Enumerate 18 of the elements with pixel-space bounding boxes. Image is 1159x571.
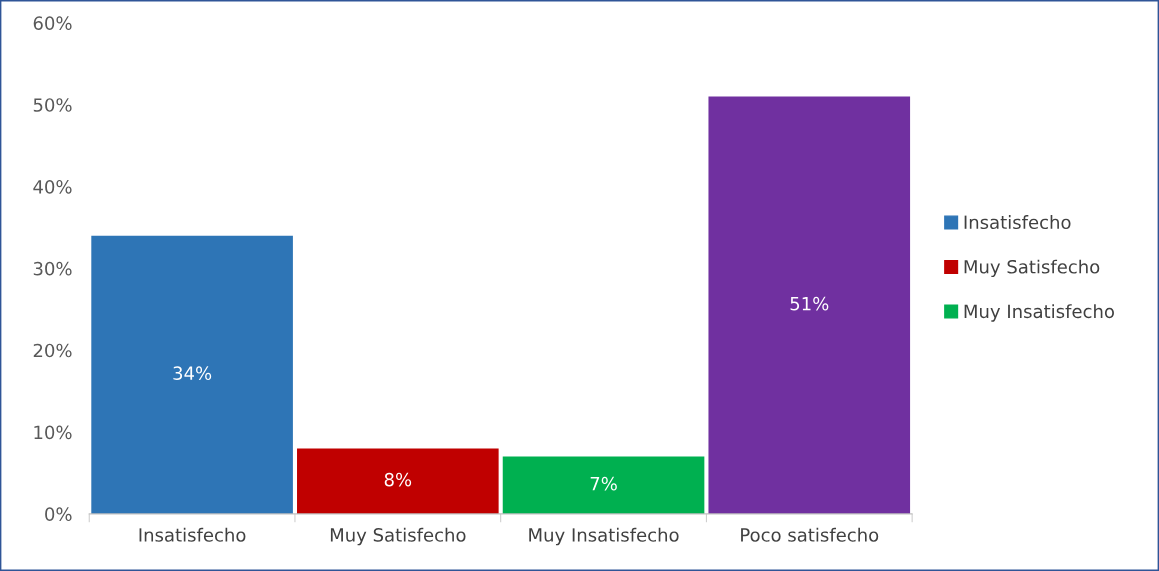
text: 51% (790, 296, 829, 311)
y-tick-label: 60% (33, 16, 72, 30)
legend-label: Muy Satisfecho (964, 259, 1100, 278)
text: 8% (384, 472, 412, 487)
y-tick-label: 30% (33, 261, 72, 276)
y-tick-label: 40% (33, 179, 72, 194)
y-tick-label: 0% (45, 507, 72, 522)
legend-label: Insatisfecho (964, 215, 1071, 230)
x-tick-label: Insatisfecho (139, 527, 246, 542)
x-tick-label: Poco satisfecho (741, 527, 879, 542)
legend-label: Muy Insatisfecho (964, 304, 1114, 322)
text: 34% (173, 366, 212, 381)
y-tick-label: 20% (33, 343, 72, 358)
x-tick-label: Muy Satisfecho (330, 527, 466, 546)
x-tick-label: Muy Insatisfecho (529, 527, 679, 546)
y-tick-label: 50% (33, 98, 72, 112)
y-tick-label: 10% (34, 425, 72, 440)
text: 7% (590, 476, 617, 491)
